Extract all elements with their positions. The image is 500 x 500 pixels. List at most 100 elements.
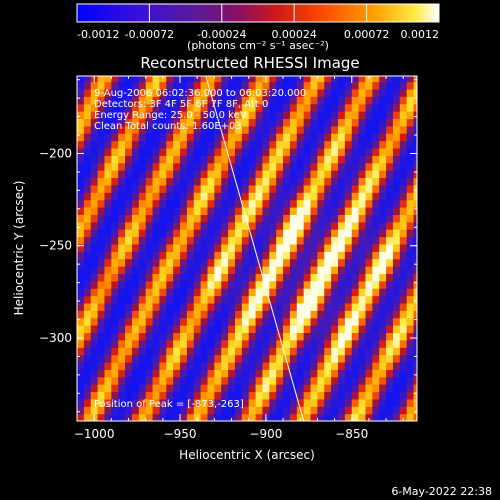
heatmap-cell — [104, 81, 112, 90]
heatmap-cell — [269, 413, 277, 421]
heatmap-cell — [77, 266, 85, 275]
heatmap-cell — [358, 125, 367, 134]
heatmap-cell — [111, 243, 119, 252]
heatmap-cell — [248, 221, 257, 230]
heatmap-cell — [200, 354, 209, 363]
heatmap-cell — [111, 310, 119, 319]
heatmap-cell — [97, 229, 106, 238]
heatmap-cell — [324, 251, 332, 260]
heatmap-cell — [317, 384, 325, 393]
heatmap-cell — [351, 221, 360, 230]
heatmap-cell — [159, 155, 167, 164]
heatmap-cell — [351, 184, 360, 193]
heatmap-cell — [207, 243, 215, 252]
heatmap-cell — [351, 243, 360, 252]
heatmap-cell — [138, 369, 147, 378]
heatmap-cell — [255, 88, 264, 97]
heatmap-cell — [406, 155, 415, 164]
heatmap-cell — [104, 376, 112, 385]
heatmap-cell — [276, 229, 284, 238]
heatmap-cell — [241, 81, 250, 90]
heatmap-cell — [392, 170, 401, 179]
heatmap-cell — [131, 103, 140, 112]
heatmap-cell — [331, 155, 339, 164]
heatmap-cell — [283, 243, 291, 252]
heatmap-cell — [138, 177, 147, 186]
heatmap-cell — [331, 147, 339, 156]
heatmap-cell — [303, 206, 312, 215]
heatmap-cell — [413, 376, 417, 385]
heatmap-cell — [372, 406, 380, 415]
heatmap-cell — [186, 88, 195, 97]
heatmap-cell — [77, 280, 85, 289]
heatmap-cell — [111, 81, 119, 90]
heatmap-cell — [166, 347, 174, 356]
heatmap-cell — [413, 398, 417, 407]
heatmap-cell — [173, 376, 181, 385]
heatmap-cell — [289, 236, 298, 245]
heatmap-cell — [331, 280, 339, 289]
heatmap-cell — [145, 88, 154, 97]
heatmap-cell — [125, 236, 133, 245]
heatmap-cell — [248, 258, 257, 267]
heatmap-cell — [372, 266, 380, 275]
heatmap-cell — [77, 111, 85, 120]
heatmap-cell — [186, 251, 195, 260]
heatmap-cell — [248, 376, 257, 385]
heatmap-cell — [241, 140, 250, 149]
heatmap-cell — [200, 229, 209, 238]
heatmap-cell — [331, 184, 339, 193]
heatmap-cell — [289, 295, 298, 304]
heatmap-cell — [379, 347, 387, 356]
heatmap-cell — [145, 273, 154, 282]
heatmap-cell — [255, 81, 264, 90]
heatmap-cell — [90, 170, 99, 179]
heatmap-cell — [77, 118, 85, 127]
heatmap-cell — [338, 184, 346, 193]
heatmap-cell — [338, 76, 346, 83]
heatmap-cell — [118, 88, 126, 97]
heatmap-cell — [296, 81, 305, 90]
heatmap-cell — [90, 133, 99, 142]
heatmap-cell — [180, 347, 188, 356]
heatmap-cell — [193, 243, 202, 252]
heatmap-cell — [289, 177, 298, 186]
heatmap-cell — [145, 332, 154, 341]
heatmap-cell — [131, 96, 140, 105]
heatmap-cell — [90, 361, 99, 370]
heatmap-cell — [207, 251, 215, 260]
heatmap-cell — [214, 302, 222, 311]
heatmap-cell — [159, 162, 167, 171]
heatmap-cell — [104, 96, 112, 105]
heatmap-cell — [111, 76, 119, 83]
heatmap-cell — [303, 214, 312, 223]
heatmap-cell — [324, 214, 332, 223]
heatmap-cell — [344, 369, 353, 378]
heatmap-cell — [186, 184, 195, 193]
heatmap-cell — [207, 177, 215, 186]
heatmap-cell — [344, 361, 353, 370]
heatmap-cell — [166, 96, 174, 105]
heatmap-cell — [365, 243, 373, 252]
heatmap-cell — [296, 398, 305, 407]
heatmap-cell — [331, 111, 339, 120]
heatmap-cell — [234, 147, 243, 156]
heatmap-cell — [248, 273, 257, 282]
heatmap-cell — [372, 258, 380, 267]
heatmap-cell — [276, 236, 284, 245]
heatmap-cell — [372, 339, 380, 348]
heatmap-cell — [358, 391, 367, 400]
heatmap-cell — [310, 236, 319, 245]
heatmap-cell — [276, 243, 284, 252]
heatmap-cell — [365, 76, 373, 83]
heatmap-cell — [138, 317, 147, 326]
heatmap-cell — [131, 347, 140, 356]
heatmap-cell — [186, 236, 195, 245]
heatmap-cell — [186, 406, 195, 415]
heatmap-cell — [344, 376, 353, 385]
heatmap-cell — [145, 81, 154, 90]
heatmap-cell — [118, 192, 126, 201]
heatmap-cell — [324, 133, 332, 142]
heatmap-cell — [131, 302, 140, 311]
